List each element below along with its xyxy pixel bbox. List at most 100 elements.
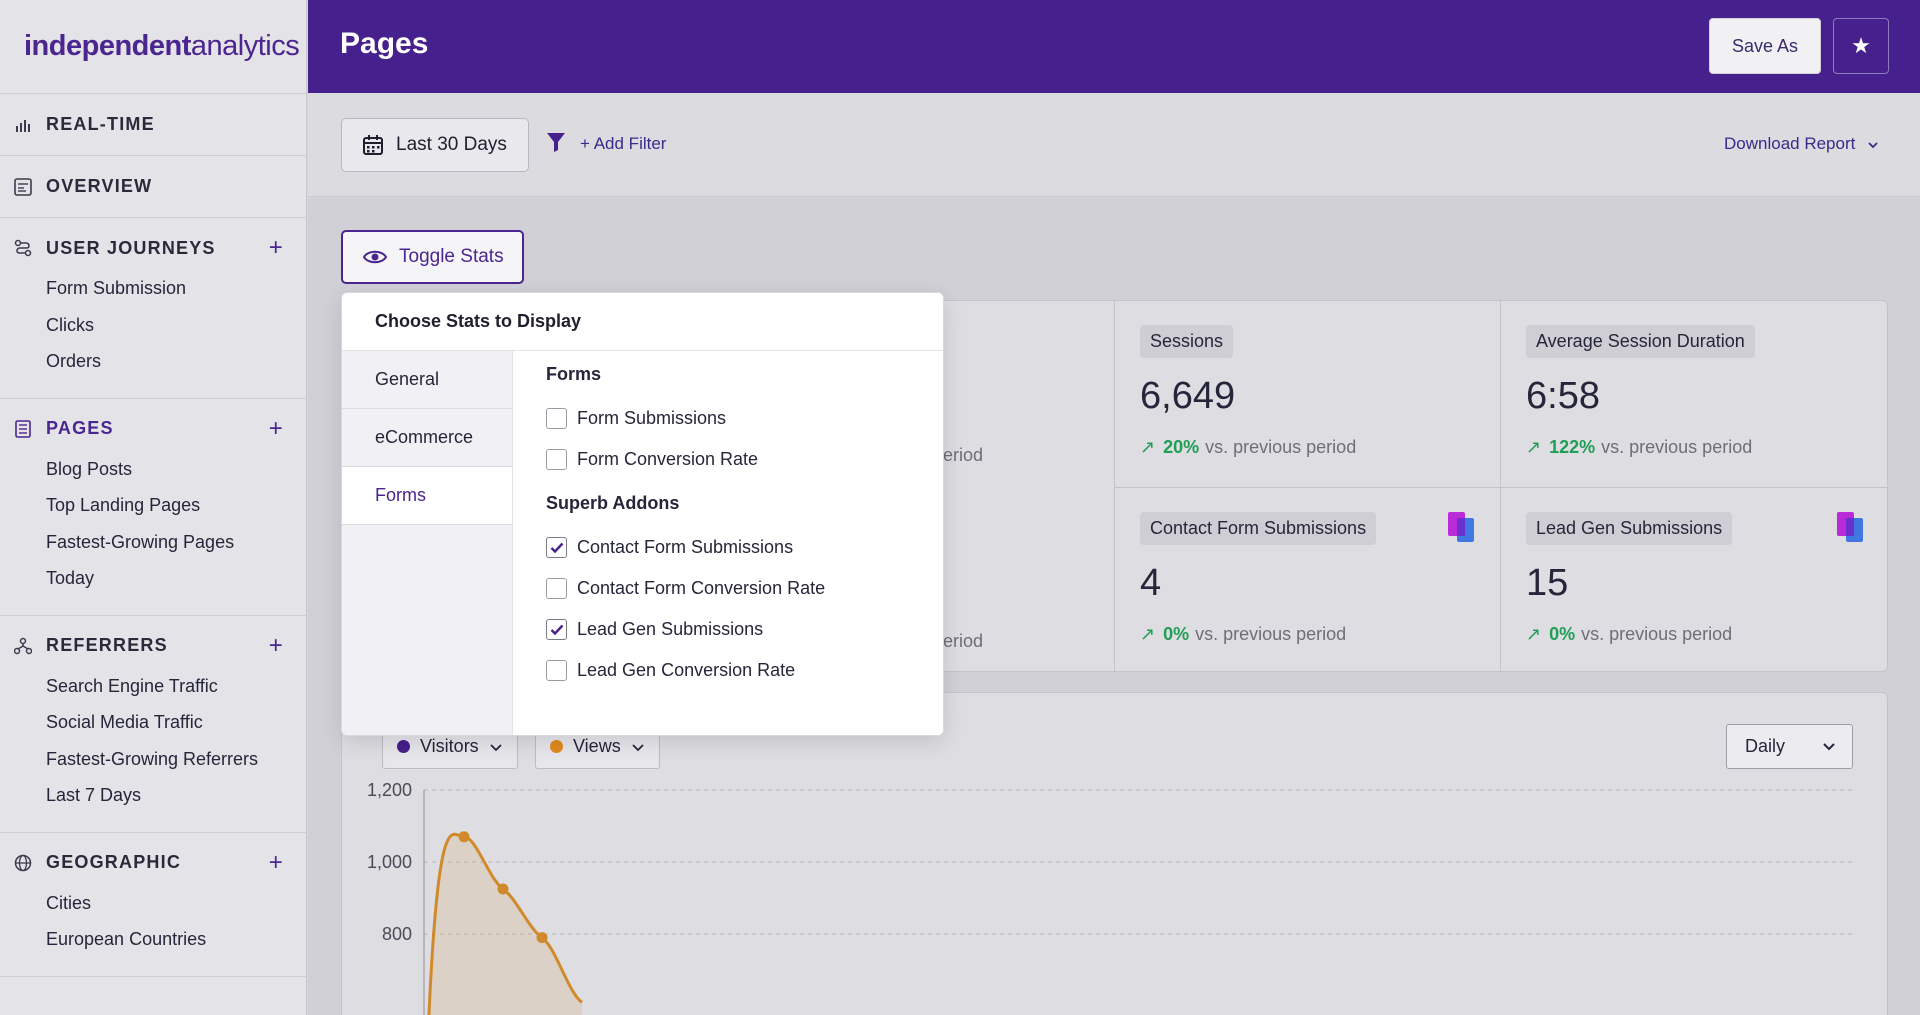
dashboard-icon [14,177,32,196]
funnel-icon[interactable] [546,131,566,153]
download-report-link[interactable]: Download Report [1724,134,1880,154]
add-icon[interactable]: + [268,234,284,261]
checkbox[interactable] [546,619,567,640]
visitors-dot [397,740,410,753]
stat-option[interactable]: Contact Form Submissions [546,527,825,568]
views-dot [550,740,563,753]
add-icon[interactable]: + [268,631,284,659]
sidebar-item[interactable]: Fastest-Growing Referrers [46,748,259,769]
toggle-stats-button[interactable]: Toggle Stats [341,230,524,284]
sidebar-section-referrers: REFERRERS + Search Engine Traffic Social Me… [0,616,306,833]
sidebar: independent analytics REAL-TIME OVERVIEW U… [0,0,307,1015]
stat-label: Sessions [1140,325,1234,358]
stat-option[interactable]: Form Submissions [546,398,825,439]
save-as-button[interactable]: Save As [1709,18,1821,74]
favorite-button[interactable]: ★ [1833,18,1889,74]
sidebar-heading-label: REFERRERS [46,635,168,655]
views-chart: 1,200 1,000 800 [367,780,1852,1015]
sidebar-heading-label: OVERVIEW [46,176,153,196]
stat-card-contact-form: Contact Form Submissions 4 ↗ 0% vs. previo… [1114,487,1500,673]
sidebar-item[interactable]: Clicks [46,314,94,335]
superb-addons-icon [1837,512,1863,542]
stat-value: 6:58 [1526,375,1600,417]
sidebar-item-list: Form Submission Clicks Orders [14,270,284,398]
sidebar-section-pages: PAGES + Blog Posts Top Landing Pages Fastest… [0,399,306,616]
stat-card-sessions: Sessions 6,649 ↗ 20% vs. previous period [1114,301,1500,487]
logo-bold-text: independent [24,30,191,62]
top-bar: Pages Save As ★ [308,0,1920,93]
checkbox[interactable] [546,660,567,681]
sidebar-section-overview: OVERVIEW [0,156,306,218]
sidebar-item[interactable]: European Countries [46,929,207,949]
sidebar-item[interactable]: Orders [46,351,102,371]
date-range-button[interactable]: Last 30 Days [341,118,529,172]
legend-label: Views [573,736,621,756]
chevron-down-icon [632,743,644,751]
checkbox[interactable] [546,408,567,429]
chevron-down-icon [490,743,502,751]
option-label: Form Submissions [577,408,727,428]
arrow-up-right-icon: ↗ [1526,624,1542,644]
globe-icon [14,854,32,872]
add-filter-link[interactable]: + Add Filter [580,134,667,153]
sidebar-item[interactable]: Search Engine Traffic [46,675,218,696]
sidebar-item[interactable]: Fastest-Growing Pages [46,531,235,552]
sidebar-heading[interactable]: PAGES + [14,399,284,459]
sidebar-item[interactable]: Form Submission [46,278,187,298]
option-group-title: Forms [546,364,602,384]
option-label: Lead Gen Submissions [577,619,764,639]
calendar-icon [363,135,383,155]
stat-change-suffix: vs. previous period [1581,624,1733,644]
stat-card-avg-session-duration: Average Session Duration 6:58 ↗ 122% vs. p… [1500,301,1889,487]
superb-addons-icon [1448,512,1474,542]
stat-label: Average Session Duration [1526,325,1755,358]
sidebar-item[interactable]: Cities [46,892,92,913]
popup-tab-ecommerce[interactable]: eCommerce [342,409,512,467]
stat-change: ↗ 122% vs. previous period [1526,437,1752,458]
sidebar-heading[interactable]: GEOGRAPHIC + [14,833,284,893]
arrow-up-right-icon: ↗ [1140,624,1156,644]
sidebar-section-real-time: REAL-TIME [0,94,306,156]
views-data-point[interactable] [497,883,509,895]
popup-tab-general[interactable]: General [342,351,512,409]
sidebar-item[interactable]: Blog Posts [46,458,133,479]
page-icon [14,419,32,438]
stat-value: 6,649 [1140,375,1236,417]
option-label: Lead Gen Conversion Rate [577,660,796,680]
sidebar-item-list: Cities European Countries [14,885,284,976]
popup-tab-forms[interactable]: Forms [342,467,512,525]
sidebar-item[interactable]: Social Media Traffic [46,712,203,732]
app-logo[interactable]: independent analytics [0,0,306,94]
sidebar-section-user-journeys: USER JOURNEYS + Form Submission Clicks Order… [0,218,306,399]
sidebar-item[interactable]: Today [46,568,95,588]
journey-icon [14,239,32,257]
sidebar-heading[interactable]: OVERVIEW [14,156,284,217]
option-group-title: Superb Addons [546,493,680,513]
chevron-down-icon [1823,743,1835,751]
checkbox[interactable] [546,578,567,599]
views-data-point[interactable] [536,932,548,944]
checkbox[interactable] [546,449,567,470]
main-content: Toggle Stats eriod eriod Sessions 6,649 … [308,198,1920,1015]
stat-option[interactable]: Contact Form Conversion Rate [546,568,825,609]
checkmark-icon [550,542,563,553]
sidebar-heading[interactable]: USER JOURNEYS + [14,218,284,278]
add-icon[interactable]: + [268,848,284,876]
add-icon[interactable]: + [268,414,284,442]
stat-option[interactable]: Form Conversion Rate [546,439,825,480]
arrow-up-right-icon: ↗ [1140,437,1156,457]
stat-option[interactable]: Lead Gen Conversion Rate [546,650,825,691]
interval-select[interactable]: Daily [1726,724,1853,769]
checkbox[interactable] [546,537,567,558]
sidebar-item[interactable]: Last 7 Days [46,785,142,805]
stat-option[interactable]: Lead Gen Submissions [546,609,825,650]
sidebar-heading[interactable]: REAL-TIME [14,94,284,155]
sidebar-item[interactable]: Top Landing Pages [46,495,201,515]
stat-change-suffix: vs. previous period [1601,437,1753,457]
referrers-icon [14,637,32,655]
toggle-stats-label: Toggle Stats [399,246,504,267]
views-data-point[interactable] [458,831,470,843]
sidebar-heading[interactable]: REFERRERS + [14,616,284,676]
sidebar-heading-label: PAGES [46,418,114,438]
popup-options: Forms Form Submissions Form Conversion Rat… [546,351,825,691]
